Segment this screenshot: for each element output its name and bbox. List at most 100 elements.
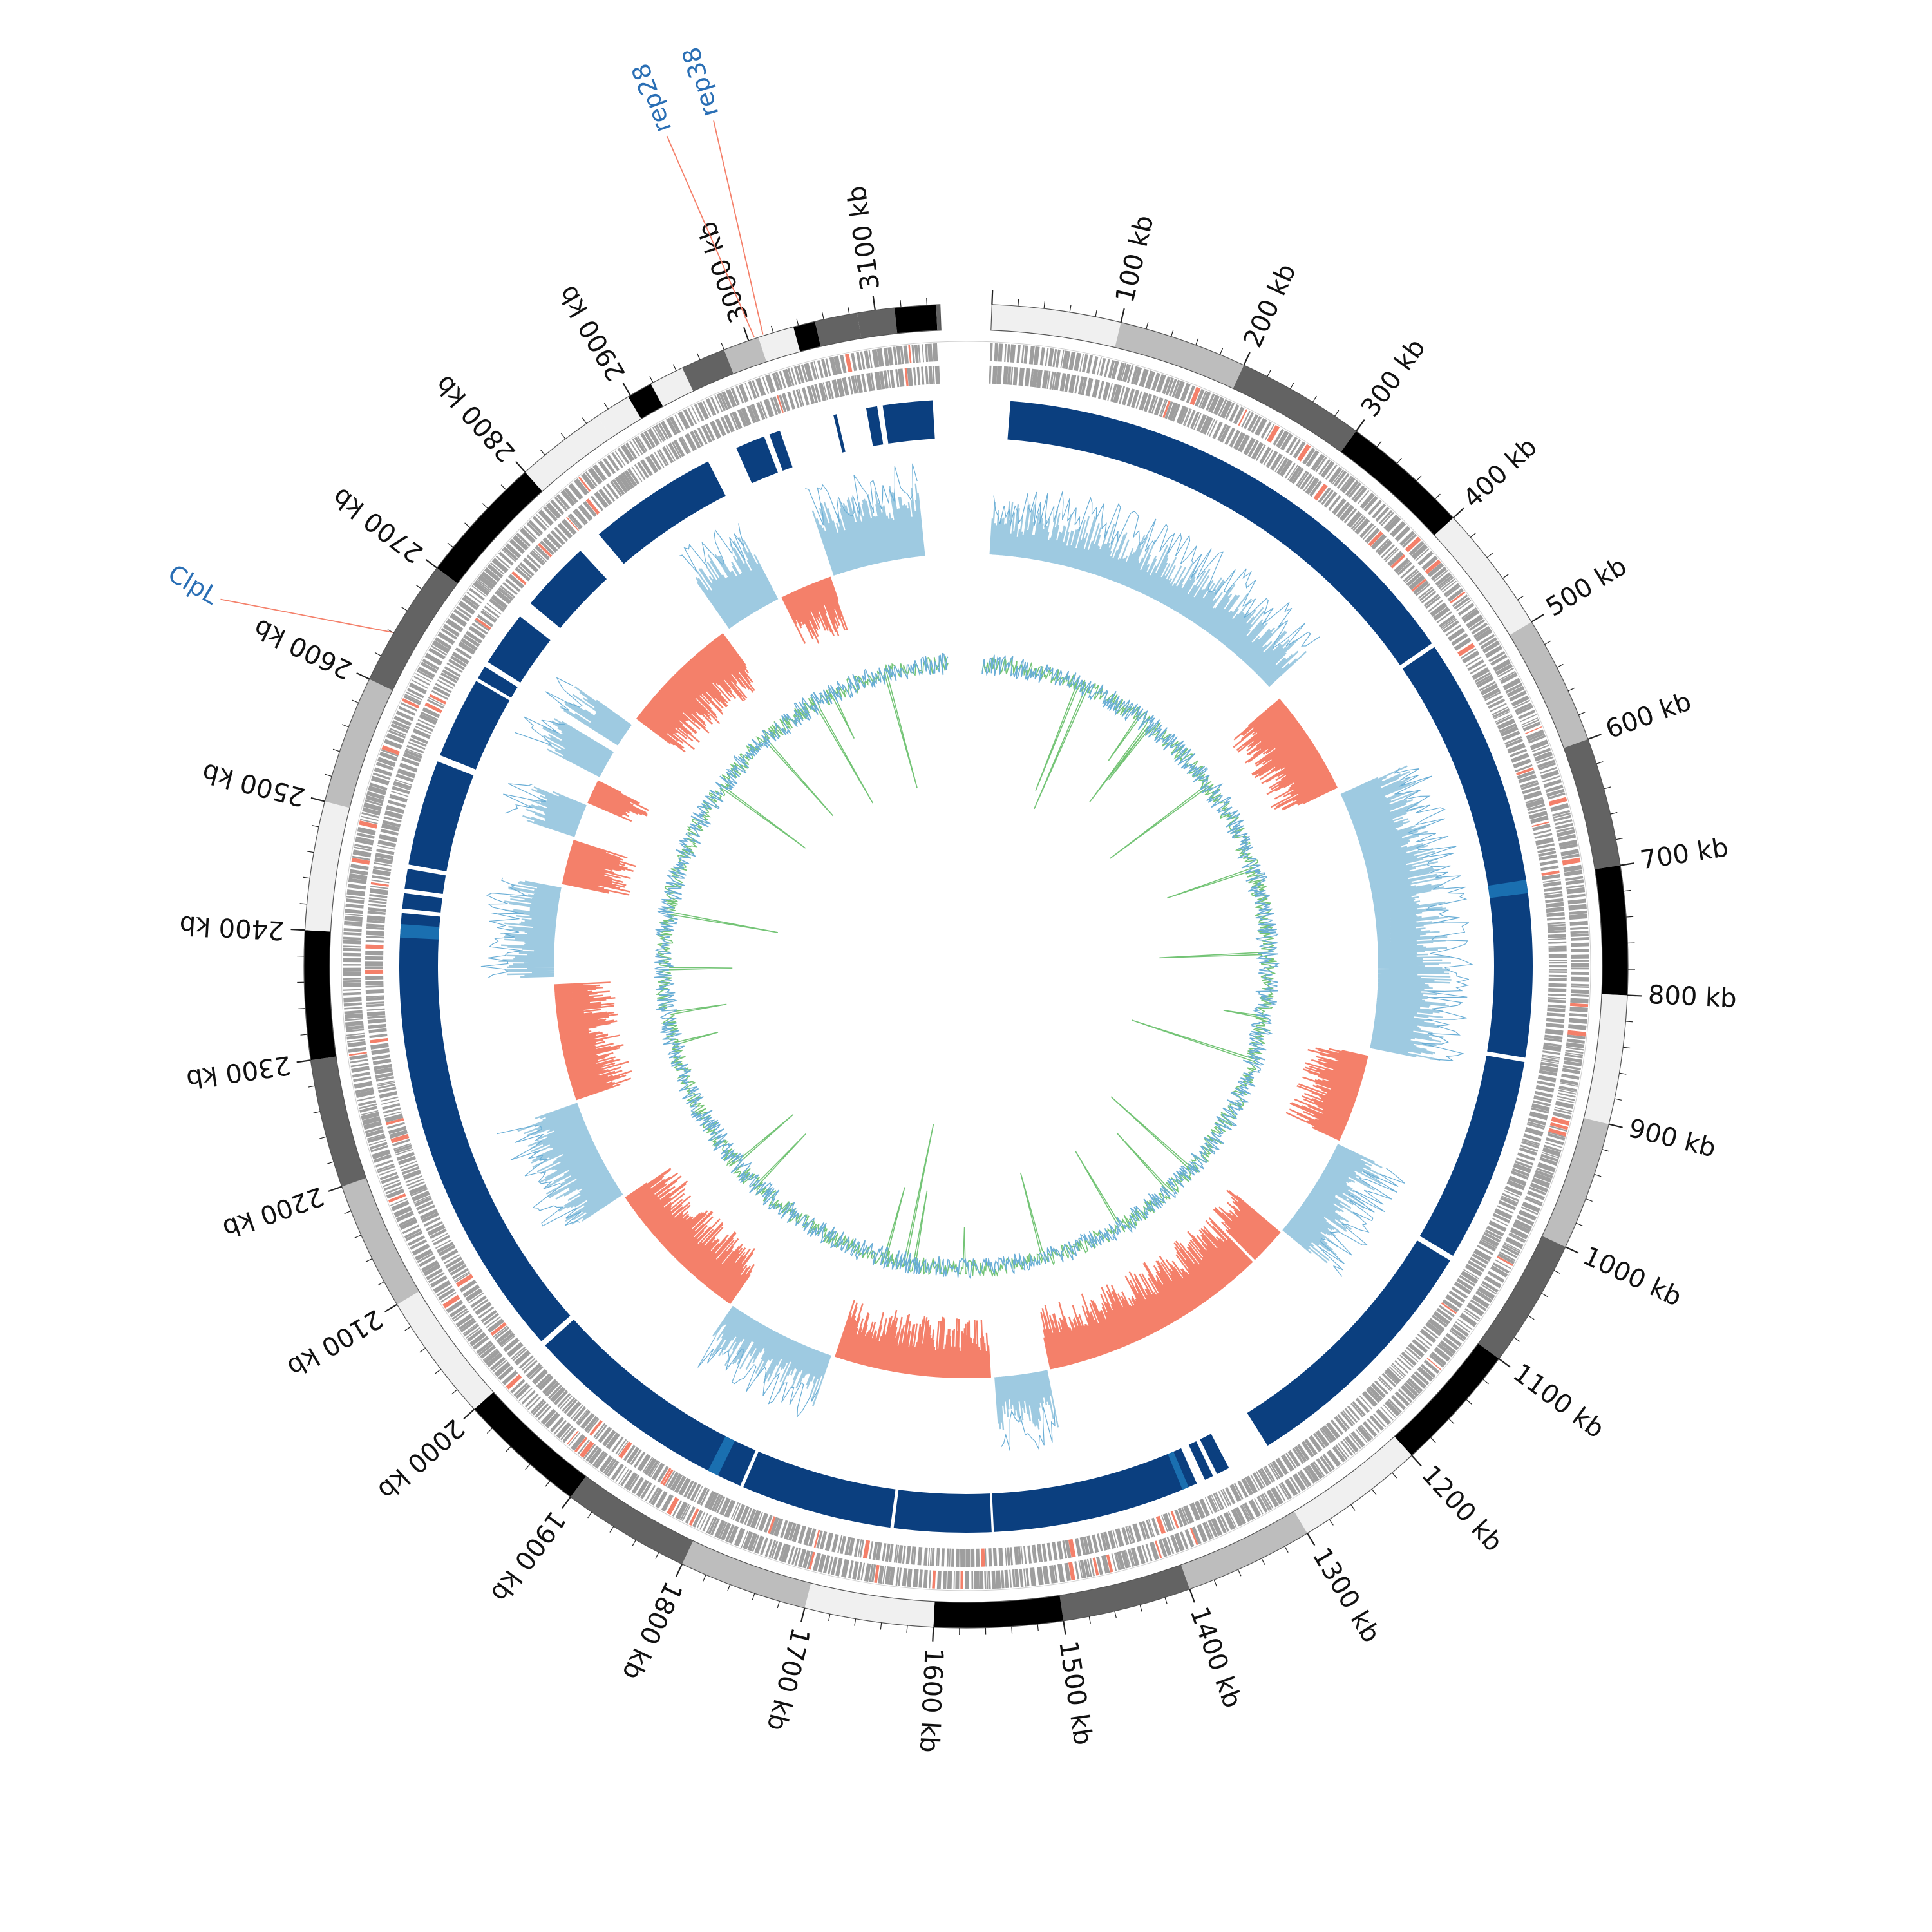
gene-feature — [1488, 1220, 1507, 1232]
gene-feature — [744, 1507, 753, 1525]
gene-feature — [669, 416, 681, 434]
gene-feature — [524, 1393, 539, 1408]
gene-feature — [383, 1182, 402, 1191]
gene-feature — [1445, 624, 1462, 636]
gene-feature — [345, 1018, 363, 1021]
gene-feature — [345, 1025, 365, 1030]
gene-feature — [1454, 637, 1472, 651]
tick-mark — [435, 1368, 442, 1374]
gene-feature — [521, 1358, 536, 1371]
gene-feature — [1171, 404, 1180, 422]
gene-feature — [490, 1322, 507, 1336]
gene-feature — [1367, 1418, 1380, 1434]
gene-feature — [1505, 683, 1523, 694]
gene-feature — [1540, 770, 1559, 780]
gene-feature — [921, 366, 925, 385]
gene-feature — [395, 1211, 414, 1222]
gene-feature — [1196, 413, 1207, 432]
gene-feature — [1338, 1443, 1350, 1459]
gene-feature — [450, 612, 468, 627]
skew-negative-segment — [542, 718, 614, 777]
gene-feature — [691, 406, 701, 423]
gene-feature — [1170, 1511, 1179, 1529]
ideogram-band — [525, 416, 612, 491]
tick-mark — [1261, 1558, 1265, 1565]
gene-feature — [1484, 1275, 1502, 1289]
gene-feature — [818, 383, 827, 401]
gene-feature — [1433, 569, 1448, 583]
gene-feature — [1511, 695, 1530, 707]
gene-feature — [710, 1518, 720, 1536]
gene-feature — [368, 907, 386, 913]
gene-feature — [436, 1242, 455, 1253]
skew-line — [1317, 1167, 1405, 1277]
gene-feature — [645, 455, 659, 473]
gene-feature — [1570, 998, 1589, 1004]
gene-feature — [1548, 797, 1567, 806]
tick-mark — [515, 460, 526, 473]
tick-mark — [854, 1618, 857, 1626]
gene-feature — [1539, 1070, 1558, 1077]
position-tick-label: 1900 kb — [485, 1506, 571, 1607]
gene-feature — [1549, 1122, 1569, 1130]
synteny-block-highlight — [708, 1436, 735, 1476]
gene-feature — [606, 483, 620, 500]
gene-feature — [1023, 345, 1028, 364]
gene-feature — [1494, 1208, 1513, 1220]
gene-feature — [415, 1249, 433, 1262]
gene-feature — [1352, 516, 1367, 531]
skew-positive-segment — [636, 633, 755, 753]
gene-feature — [1436, 1307, 1453, 1321]
gene-feature — [604, 1459, 617, 1475]
gene-feature — [831, 1534, 839, 1553]
gene-feature — [617, 1440, 629, 1456]
gene-feature — [545, 502, 562, 519]
gene-feature — [1505, 1236, 1524, 1249]
gene-feature — [1097, 381, 1104, 399]
gene-feature — [1566, 884, 1585, 889]
gene-feature — [368, 1028, 387, 1034]
gene-feature — [365, 799, 383, 806]
gene-feature — [1184, 1529, 1195, 1548]
gene-feature — [482, 1348, 498, 1361]
synteny-block — [1200, 1434, 1229, 1474]
gene-feature — [439, 676, 456, 687]
ideogram-band — [628, 384, 663, 419]
gene-feature — [1355, 1397, 1370, 1414]
gene-feature — [650, 1461, 661, 1478]
gene-feature — [1466, 614, 1484, 629]
tick-mark — [319, 1136, 327, 1139]
skew-positive-segment — [1285, 1047, 1368, 1141]
gene-feature — [1570, 994, 1589, 998]
gene-feature — [1571, 948, 1589, 953]
gene-feature — [1079, 1537, 1086, 1556]
gc-content-line — [656, 656, 1277, 1278]
tick-mark — [419, 1348, 426, 1353]
gene-feature — [390, 1133, 410, 1144]
gene-feature — [1514, 1219, 1533, 1231]
gene-feature — [1565, 1052, 1584, 1056]
gene-feature — [1247, 440, 1259, 457]
gene-feature — [1009, 1569, 1012, 1588]
gene-feature — [1533, 1097, 1552, 1103]
gene-feature — [1508, 1233, 1526, 1244]
gene-feature — [1065, 1540, 1072, 1558]
gene-feature — [888, 1544, 894, 1562]
gene-feature — [395, 1148, 413, 1156]
position-tick-label: 1600 kb — [914, 1647, 949, 1754]
gene-feature — [1030, 368, 1034, 387]
tick-mark — [463, 1408, 475, 1419]
gene-feature — [1541, 1057, 1560, 1063]
gene-feature — [451, 1267, 469, 1280]
gene-feature — [1036, 1544, 1041, 1563]
gene-feature — [434, 637, 452, 650]
gene-feature — [1495, 663, 1513, 676]
gene-feature — [1561, 1073, 1580, 1080]
gene-feature — [1548, 938, 1567, 940]
gene-feature — [688, 1508, 699, 1526]
gene-feature — [1470, 1299, 1487, 1311]
gene-feature — [1261, 1493, 1272, 1510]
gene-feature — [343, 940, 361, 945]
gene-feature — [1378, 1378, 1392, 1392]
tick-mark — [1587, 734, 1602, 740]
